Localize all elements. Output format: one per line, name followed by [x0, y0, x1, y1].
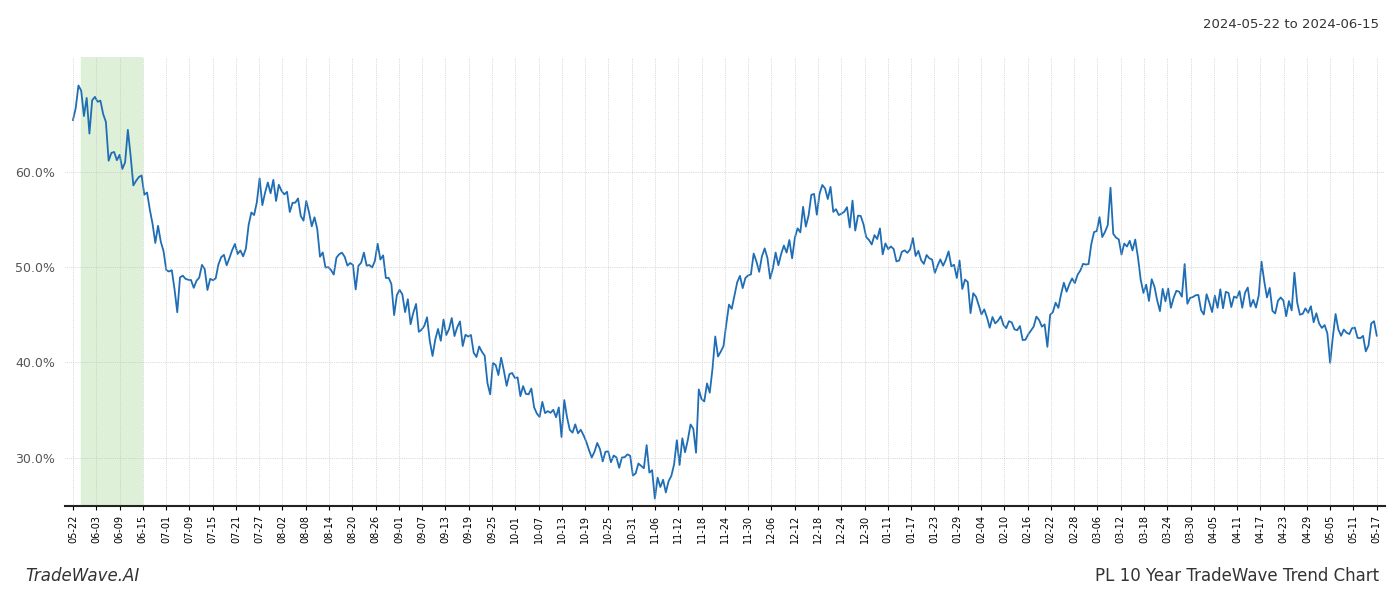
Text: PL 10 Year TradeWave Trend Chart: PL 10 Year TradeWave Trend Chart	[1095, 567, 1379, 585]
Bar	[81, 57, 141, 506]
Text: 2024-05-22 to 2024-06-15: 2024-05-22 to 2024-06-15	[1203, 18, 1379, 31]
Text: TradeWave.AI: TradeWave.AI	[25, 567, 140, 585]
